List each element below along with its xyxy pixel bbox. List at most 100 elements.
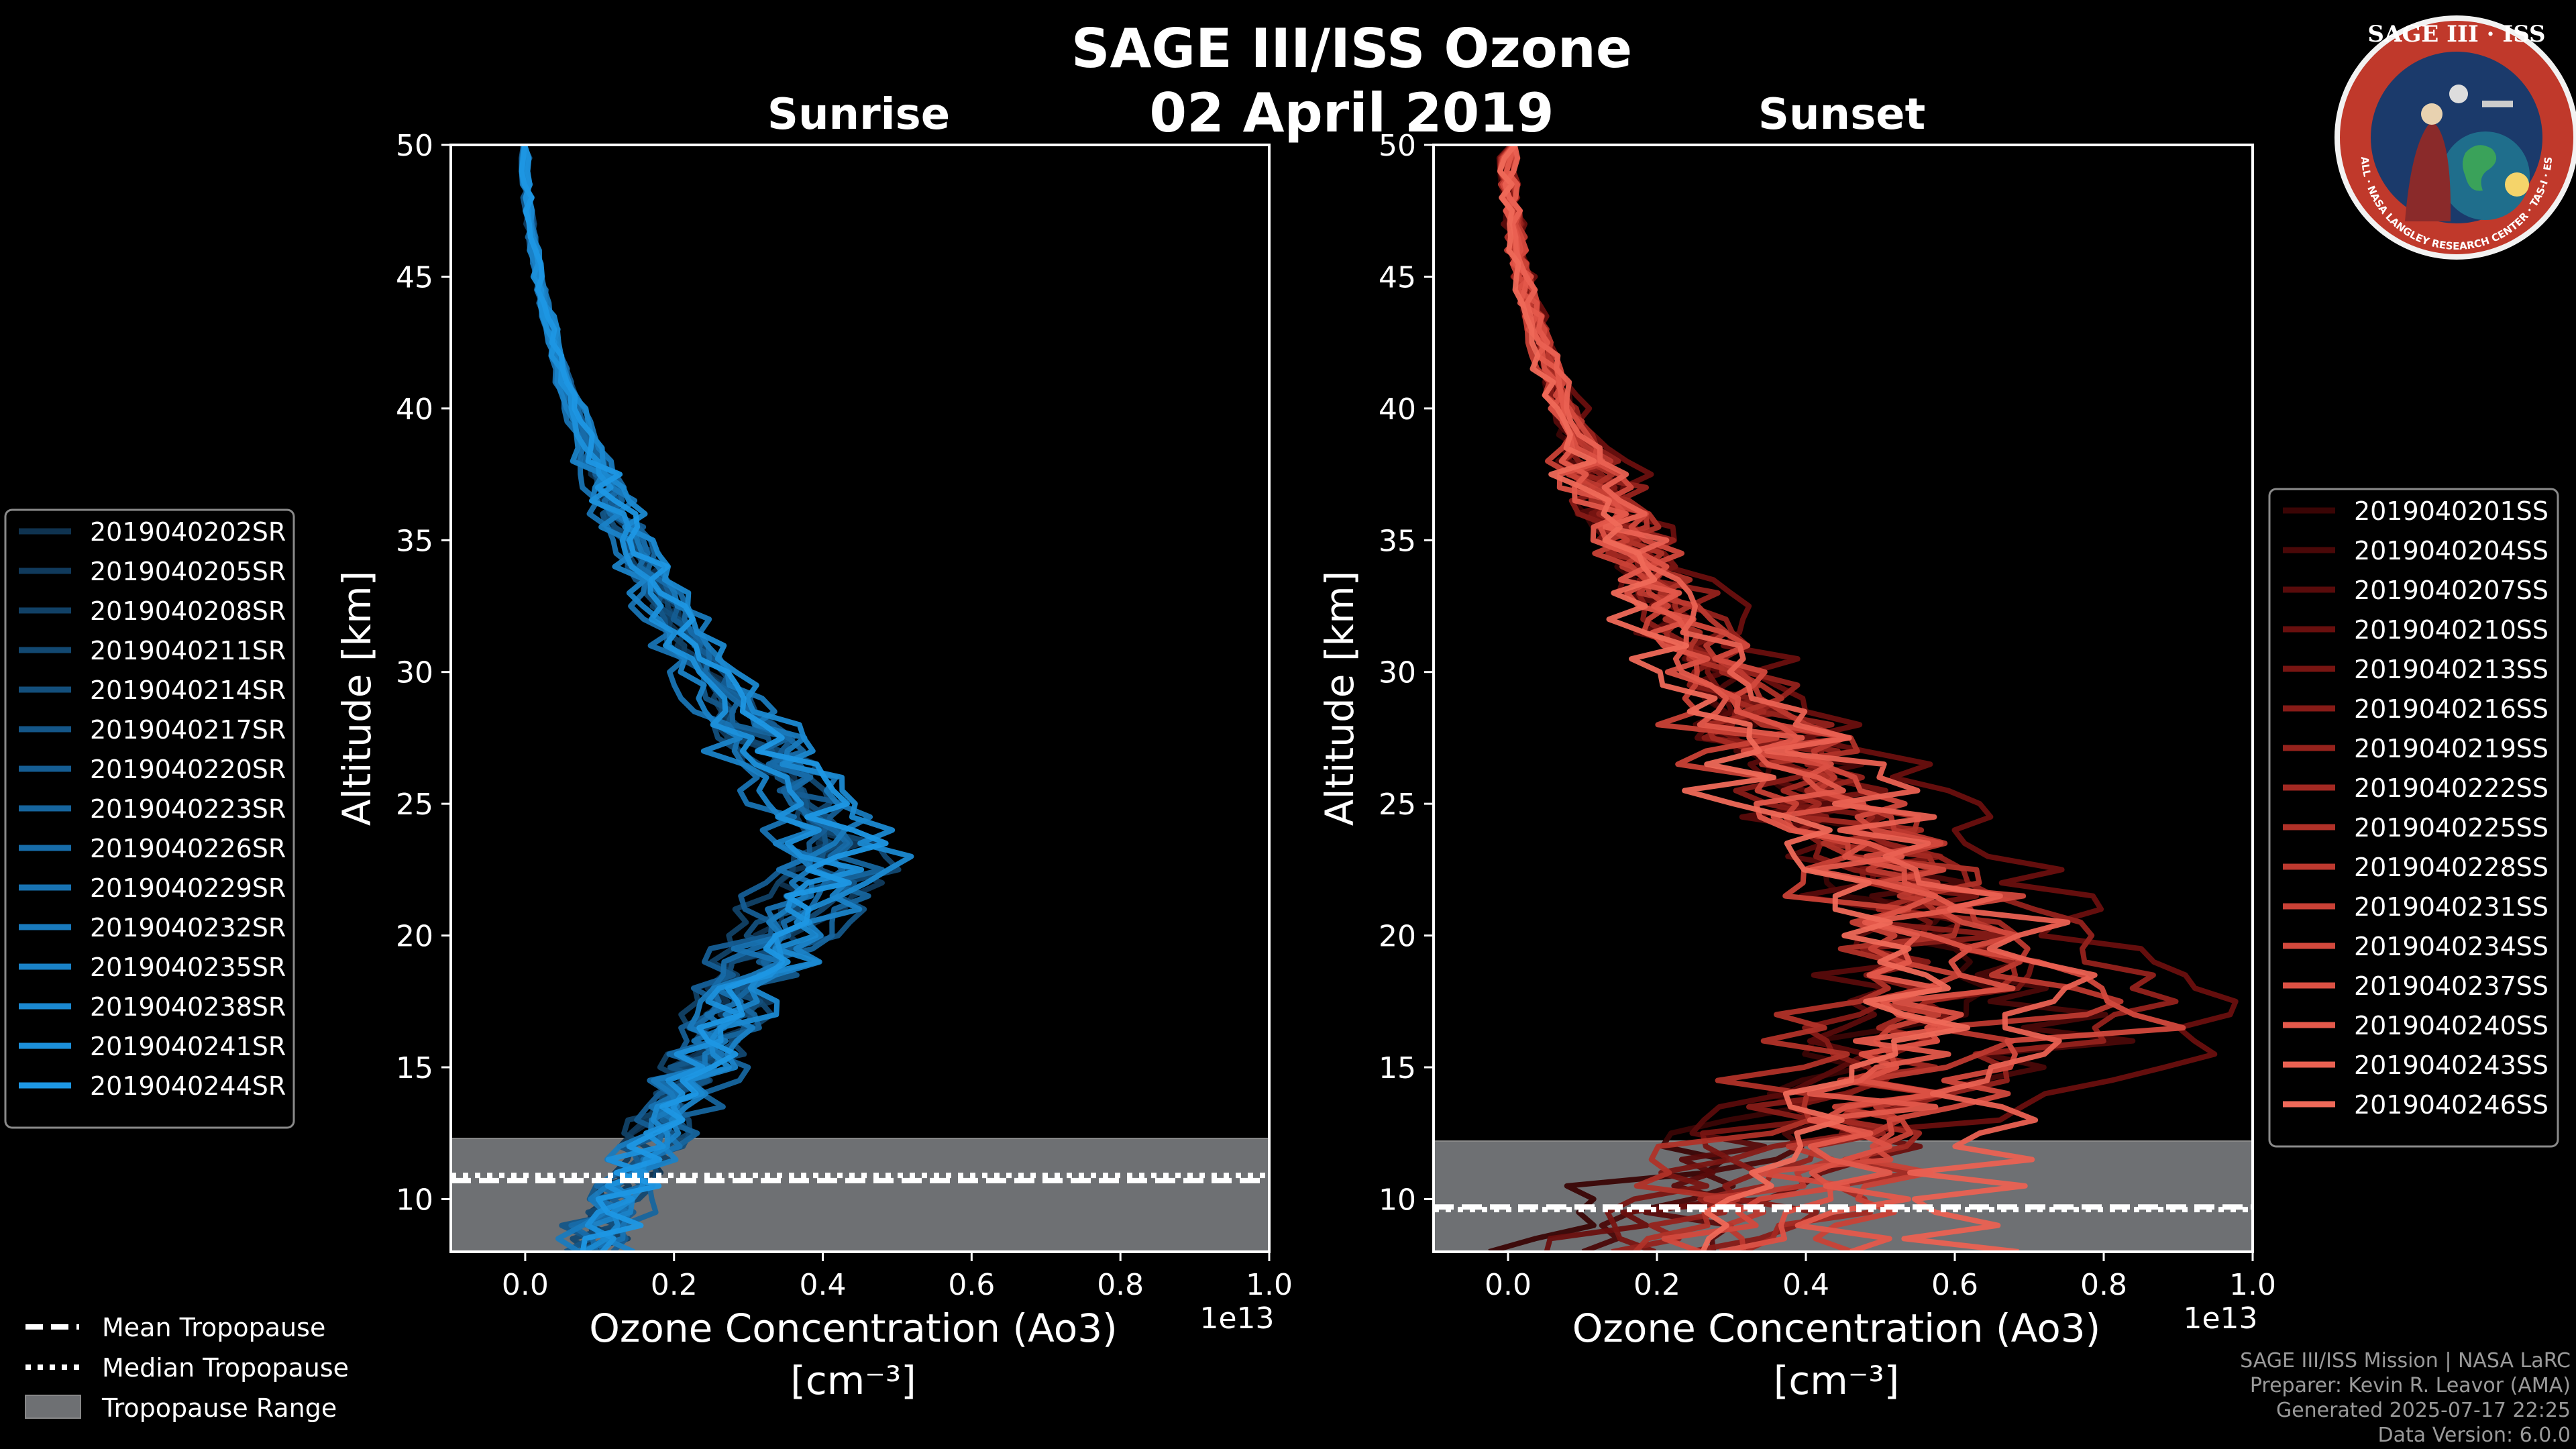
figure-date: 02 April 2019	[1149, 82, 1554, 144]
profile-line-2019040228SS	[1497, 145, 2124, 1252]
legend-label: 2019040232SR	[90, 913, 286, 943]
legend-label: 2019040243SS	[2354, 1051, 2548, 1080]
panel-title: Sunset	[1758, 90, 1925, 140]
y-tick-label: 45	[1379, 260, 1416, 294]
badge-moon-icon	[2449, 85, 2468, 103]
y-tick-label: 15	[1379, 1051, 1416, 1085]
y-tick-label: 35	[1379, 524, 1416, 558]
x-tick-label: 1.0	[2229, 1268, 2276, 1302]
badge-figure-head-icon	[2421, 103, 2443, 125]
legend-label: 2019040210SS	[2354, 615, 2548, 645]
plot-frame	[449, 144, 1271, 1253]
x-tick-label: 0.4	[1782, 1268, 1829, 1302]
panel-title: Sunrise	[767, 90, 950, 140]
sunrise-panel: 0.0 0.2 0.4 0.6 0.8 1.0 10 15 20 25 30 35 40 45 50 Sunr…	[334, 90, 1293, 1403]
y-tick-label: 50	[1379, 129, 1416, 163]
legend-label: 2019040211SR	[90, 636, 286, 665]
y-tick-label: 10	[1379, 1183, 1416, 1217]
profile-line-2019040246SS	[1497, 145, 1970, 1252]
legend-label: 2019040228SS	[2354, 853, 2548, 882]
sunset-panel: 0.0 0.2 0.4 0.6 0.8 1.0 10 15 20 25 30 35 40 45 50 Suns…	[1317, 90, 2276, 1403]
tropopause-legend: Mean Tropopause Median Tropopause Tropop…	[25, 1313, 349, 1423]
y-tick-label: 50	[396, 129, 433, 163]
x-axis-unit: [cm⁻³]	[1774, 1358, 1900, 1403]
sunset-legend: 2019040201SS 2019040204SS 2019040207SS 2019…	[2268, 488, 2559, 1148]
footer-mission: SAGE III/ISS Mission | NASA LaRC	[2240, 1349, 2571, 1373]
profile-line-2019040244SR	[519, 145, 889, 1252]
plot-frame	[1432, 144, 2254, 1253]
legend-label: 2019040208SR	[90, 596, 286, 626]
y-tick-label: 35	[396, 524, 433, 558]
x-tick-label: 0.2	[651, 1268, 698, 1302]
x-tick-label: 0.6	[948, 1268, 995, 1302]
y-tick-label: 25	[396, 788, 433, 822]
legend-label: 2019040219SS	[2354, 734, 2548, 763]
legend-label: 2019040204SS	[2354, 536, 2548, 566]
legend-label: 2019040237SS	[2354, 971, 2548, 1001]
legend-box	[4, 508, 295, 1129]
legend-label: 2019040201SS	[2354, 496, 2548, 526]
badge-sun-icon	[2505, 172, 2529, 197]
footer-preparer: Preparer: Kevin R. Leavor (AMA)	[2250, 1374, 2571, 1397]
y-tick-label: 30	[396, 656, 433, 690]
badge-title: SAGE III · ISS	[2367, 21, 2545, 48]
badge-earth-icon	[2441, 131, 2530, 220]
x-tick-label: 0.0	[502, 1268, 549, 1302]
y-tick-label: 45	[396, 260, 433, 294]
y-tick-label: 20	[396, 920, 433, 954]
median-tropopause-label: Median Tropopause	[102, 1353, 349, 1383]
legend-label: 2019040202SR	[90, 517, 286, 547]
profile-line-2019040237SS	[1497, 145, 2016, 1252]
x-axis-label: Ozone Concentration (Ao3)	[589, 1305, 1118, 1351]
legend-box	[2268, 488, 2559, 1148]
y-tick-label: 30	[1379, 656, 1416, 690]
legend-label: 2019040220SR	[90, 755, 286, 784]
profile-line-2019040238SR	[521, 145, 914, 1252]
profile-line-2019040234SS	[1500, 145, 2186, 1252]
legend-label: 2019040234SS	[2354, 932, 2548, 961]
legend-label: 2019040214SR	[90, 676, 286, 705]
legend-label: 2019040216SS	[2354, 694, 2548, 724]
legend-label: 2019040205SR	[90, 557, 286, 586]
y-axis-label: Altitude [km]	[334, 571, 380, 826]
tropopause-range-swatch	[25, 1395, 81, 1419]
y-axis-label: Altitude [km]	[1317, 571, 1362, 826]
legend-label: 2019040244SR	[90, 1071, 286, 1101]
profile-line-2019040241SR	[522, 145, 865, 1252]
legend-label: 2019040231SS	[2354, 892, 2548, 922]
x-tick-label: 1.0	[1246, 1268, 1293, 1302]
y-tick-label: 20	[1379, 920, 1416, 954]
legend-label: 2019040222SS	[2354, 773, 2548, 803]
x-tick-label: 0.2	[1633, 1268, 1680, 1302]
figure-title: SAGE III/ISS Ozone	[1071, 17, 1632, 80]
x-tick-label: 0.4	[800, 1268, 847, 1302]
legend-label: 2019040235SR	[90, 953, 286, 982]
profile-line-2019040240SS	[1503, 145, 1962, 1252]
y-tick-label: 15	[396, 1051, 433, 1085]
legend-label: 2019040225SS	[2354, 813, 2548, 843]
x-axis-label: Ozone Concentration (Ao3)	[1572, 1305, 2101, 1351]
x-tick-label: 0.0	[1485, 1268, 1532, 1302]
footer-generated: Generated 2025-07-17 22:25	[2276, 1399, 2571, 1422]
legend-label: 2019040241SR	[90, 1032, 286, 1061]
profile-lines	[519, 145, 914, 1252]
sunrise-legend: 2019040202SR 2019040205SR 2019040208SR 2019…	[4, 508, 295, 1129]
badge-figure-icon	[2405, 121, 2451, 221]
y-tick-label: 40	[1379, 392, 1416, 427]
x-tick-label: 0.8	[2080, 1268, 2127, 1302]
x-tick-label: 0.8	[1097, 1268, 1144, 1302]
y-tick-label: 25	[1379, 788, 1416, 822]
mean-tropopause-label: Mean Tropopause	[102, 1313, 325, 1342]
legend-label: 2019040207SS	[2354, 576, 2548, 605]
x-axis-scale: 1e13	[2183, 1301, 2257, 1336]
footer-credits: SAGE III/ISS Mission | NASA LaRC Prepare…	[2240, 1349, 2571, 1447]
legend-label: 2019040240SS	[2354, 1011, 2548, 1040]
y-tick-label: 10	[396, 1183, 433, 1217]
legend-label: 2019040213SS	[2354, 655, 2548, 684]
footer-version: Data Version: 6.0.0	[2378, 1424, 2571, 1447]
legend-label: 2019040226SR	[90, 834, 286, 863]
tropopause-range-label: Tropopause Range	[101, 1393, 337, 1423]
legend-label: 2019040223SR	[90, 794, 286, 824]
tropopause-range-band	[450, 1138, 1270, 1252]
